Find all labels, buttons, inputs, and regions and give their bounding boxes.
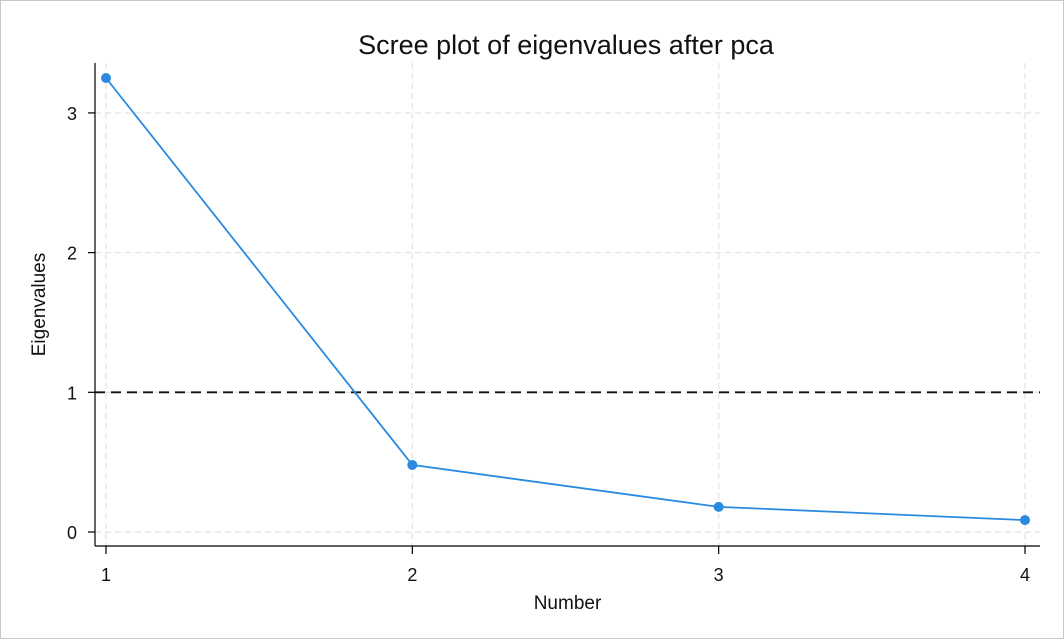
x-tick-label-3: 4 [1020, 565, 1030, 585]
axes: 0 1 2 3 1 2 3 4 [67, 63, 1040, 585]
data-point-0-2 [713, 501, 724, 512]
series-layer [101, 73, 1030, 526]
y-tick-label-2: 2 [67, 244, 77, 264]
series-line-0 [105, 77, 1026, 522]
chart-title: Scree plot of eigenvalues after pca [358, 30, 775, 60]
data-point-0-1 [407, 459, 418, 470]
data-point-0-3 [1020, 515, 1030, 526]
y-tick-label-0: 0 [67, 523, 77, 543]
y-tick-label-1: 1 [67, 383, 77, 403]
grid-lines [95, 63, 1040, 546]
x-tick-label-1: 2 [407, 565, 417, 585]
x-axis-title: Number [534, 593, 602, 614]
y-axis-title: Eigenvalues [29, 253, 50, 357]
data-point-0-0 [101, 73, 111, 83]
x-tick-label-2: 3 [714, 565, 724, 585]
x-tick-label-0: 1 [101, 565, 111, 585]
y-tick-label-3: 3 [67, 104, 77, 124]
